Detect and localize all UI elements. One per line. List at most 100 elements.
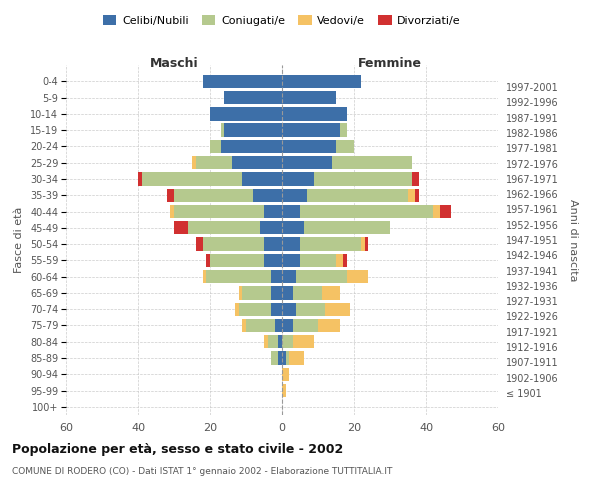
Bar bbox=[282, 270, 296, 283]
Bar bbox=[235, 302, 239, 316]
Bar bbox=[268, 335, 278, 348]
Bar bbox=[307, 188, 408, 202]
Bar bbox=[210, 140, 221, 153]
Bar bbox=[196, 156, 232, 170]
Bar bbox=[242, 286, 271, 300]
Bar bbox=[282, 124, 340, 137]
Bar bbox=[340, 124, 347, 137]
Bar bbox=[296, 302, 325, 316]
Bar bbox=[325, 302, 350, 316]
Bar bbox=[318, 319, 340, 332]
Bar bbox=[203, 238, 264, 250]
Bar bbox=[196, 238, 203, 250]
Bar bbox=[282, 156, 332, 170]
Text: Maschi: Maschi bbox=[149, 57, 199, 70]
Bar bbox=[271, 352, 278, 364]
Bar bbox=[253, 188, 282, 202]
Text: COMUNE DI RODERO (CO) - Dati ISTAT 1° gennaio 2002 - Elaborazione TUTTITALIA.IT: COMUNE DI RODERO (CO) - Dati ISTAT 1° ge… bbox=[12, 468, 392, 476]
Bar bbox=[282, 319, 293, 332]
Bar bbox=[275, 319, 282, 332]
Bar bbox=[203, 74, 282, 88]
Bar bbox=[188, 221, 260, 234]
Bar bbox=[221, 140, 282, 153]
Bar bbox=[343, 254, 347, 267]
Bar bbox=[293, 319, 318, 332]
Bar bbox=[282, 140, 336, 153]
Bar bbox=[282, 91, 336, 104]
Y-axis label: Fasce di età: Fasce di età bbox=[14, 207, 25, 273]
Bar bbox=[278, 352, 282, 364]
Bar bbox=[415, 188, 419, 202]
Legend: Celibi/Nubili, Coniugati/e, Vedovi/e, Divorziati/e: Celibi/Nubili, Coniugati/e, Vedovi/e, Di… bbox=[99, 10, 465, 30]
Bar bbox=[282, 384, 286, 398]
Bar bbox=[174, 221, 188, 234]
Bar bbox=[232, 156, 282, 170]
Bar bbox=[167, 188, 174, 202]
Bar bbox=[282, 74, 361, 88]
Bar bbox=[210, 107, 282, 120]
Bar bbox=[142, 172, 242, 186]
Bar bbox=[192, 156, 196, 170]
Bar bbox=[264, 205, 282, 218]
Bar bbox=[286, 352, 289, 364]
Bar bbox=[282, 205, 300, 218]
Bar bbox=[293, 335, 314, 348]
Bar bbox=[365, 238, 368, 250]
Bar bbox=[242, 319, 246, 332]
Bar bbox=[264, 238, 282, 250]
Bar bbox=[242, 172, 282, 186]
Bar bbox=[282, 172, 314, 186]
Bar bbox=[296, 270, 347, 283]
Bar bbox=[282, 335, 293, 348]
Bar bbox=[264, 335, 268, 348]
Bar bbox=[174, 188, 253, 202]
Y-axis label: Anni di nascita: Anni di nascita bbox=[568, 198, 578, 281]
Bar bbox=[206, 254, 210, 267]
Bar bbox=[412, 172, 419, 186]
Bar bbox=[304, 221, 390, 234]
Bar bbox=[210, 254, 264, 267]
Bar bbox=[300, 254, 336, 267]
Bar bbox=[170, 205, 174, 218]
Bar bbox=[246, 319, 275, 332]
Bar bbox=[332, 156, 412, 170]
Bar bbox=[271, 270, 282, 283]
Bar bbox=[440, 205, 451, 218]
Bar bbox=[224, 124, 282, 137]
Bar bbox=[239, 286, 242, 300]
Bar bbox=[271, 286, 282, 300]
Bar bbox=[282, 238, 300, 250]
Bar bbox=[408, 188, 415, 202]
Bar bbox=[271, 302, 282, 316]
Bar bbox=[282, 221, 304, 234]
Bar bbox=[224, 91, 282, 104]
Bar bbox=[361, 238, 365, 250]
Bar bbox=[336, 140, 354, 153]
Bar bbox=[264, 254, 282, 267]
Bar bbox=[347, 270, 368, 283]
Bar bbox=[174, 205, 264, 218]
Bar bbox=[300, 205, 433, 218]
Bar bbox=[336, 254, 343, 267]
Bar bbox=[322, 286, 340, 300]
Bar bbox=[282, 254, 300, 267]
Bar bbox=[282, 368, 289, 381]
Bar bbox=[221, 124, 224, 137]
Bar bbox=[206, 270, 271, 283]
Bar bbox=[293, 286, 322, 300]
Bar bbox=[282, 352, 286, 364]
Bar bbox=[314, 172, 412, 186]
Bar bbox=[203, 270, 206, 283]
Bar bbox=[282, 188, 307, 202]
Bar bbox=[278, 335, 282, 348]
Bar bbox=[289, 352, 304, 364]
Bar bbox=[282, 302, 296, 316]
Bar bbox=[260, 221, 282, 234]
Bar bbox=[433, 205, 440, 218]
Text: Femmine: Femmine bbox=[358, 57, 422, 70]
Bar bbox=[282, 286, 293, 300]
Bar bbox=[282, 107, 347, 120]
Text: Popolazione per età, sesso e stato civile - 2002: Popolazione per età, sesso e stato civil… bbox=[12, 442, 343, 456]
Bar bbox=[300, 238, 361, 250]
Bar bbox=[138, 172, 142, 186]
